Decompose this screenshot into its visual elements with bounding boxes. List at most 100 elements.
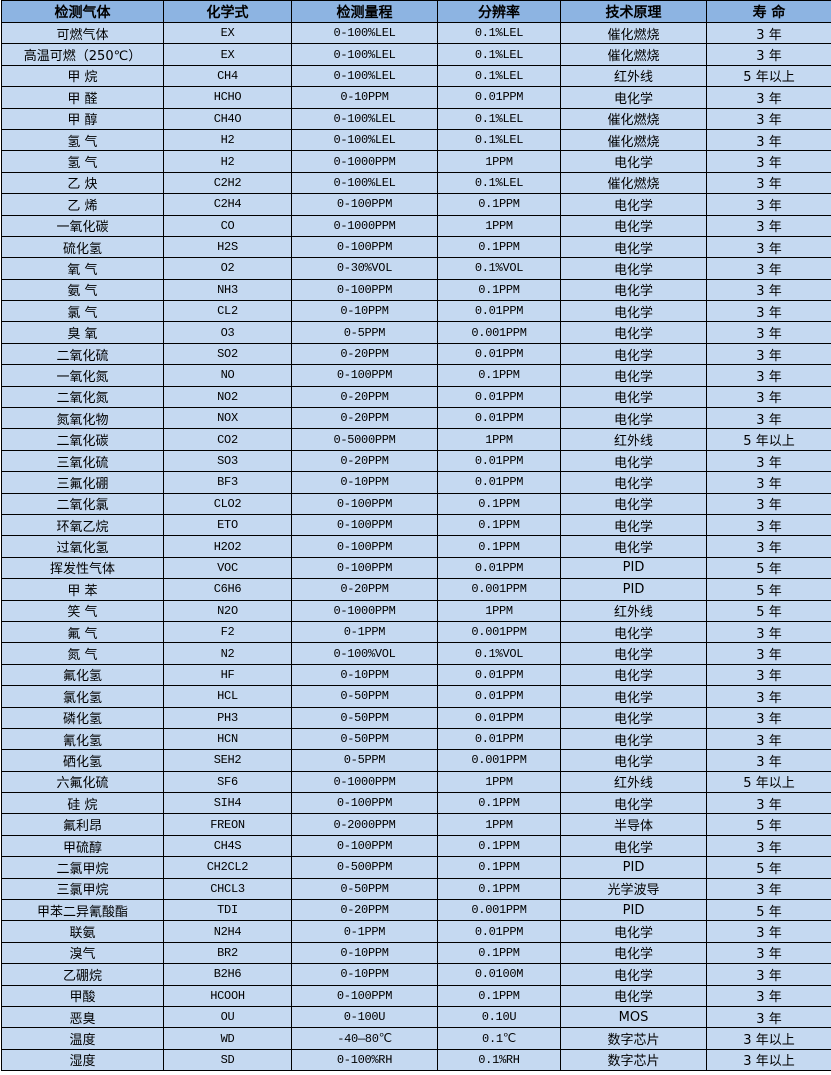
table-row: 臭 氧 O3 0-5PPM 0.001PPM 电化学 3 年 [1,321,831,344]
principle-cell: 催化燃烧 [560,128,707,152]
gas-name-cell: 氢 气 [1,128,164,152]
range-cell: 0-5PPM [291,749,438,772]
table-row: 湿度 SD 0-100%RH 0.1%RH 数字芯片 3 年以上 [1,1048,831,1072]
principle-cell: 数字芯片 [560,1027,707,1050]
resolution-cell: 0.01PPM [437,407,561,430]
principle-cell: PID [560,899,707,922]
resolution-cell: 0.1PPM [437,792,561,815]
formula-cell: H2O2 [163,535,292,558]
lifespan-cell: 3 年 [706,214,831,237]
principle-cell: 电化学 [560,706,707,729]
lifespan-cell: 5 年 [706,813,831,836]
range-cell: 0-100%LEL [291,64,438,88]
range-cell: 0-30%VOL [291,257,438,280]
lifespan-cell: 3 年 [706,513,831,537]
resolution-cell: 1PPM [437,599,561,622]
formula-cell: HCOOH [163,984,292,1007]
gas-name-cell: 一氧化氮 [1,364,164,387]
resolution-cell: 0.001PPM [437,899,561,922]
formula-cell: N2 [163,642,292,665]
lifespan-cell: 5 年 [706,899,831,922]
principle-cell: 半导体 [560,813,707,836]
formula-cell: SIH4 [163,792,292,815]
resolution-cell: 0.1%LEL [437,171,561,195]
table-row: 二氧化碳 CO2 0-5000PPM 1PPM 红外线 5 年以上 [1,428,831,451]
principle-cell: 电化学 [560,642,707,665]
resolution-cell: 0.1%LEL [437,64,561,88]
formula-cell: SD [163,1048,292,1072]
resolution-cell: 0.1PPM [437,941,561,965]
range-cell: 0-100%LEL [291,21,438,45]
gas-name-cell: 氯 气 [1,300,164,323]
range-cell: 0-100PPM [291,834,438,858]
resolution-cell: 0.1%LEL [437,43,561,66]
table-row: 三氧化硫 SO3 0-20PPM 0.01PPM 电化学 3 年 [1,449,831,473]
lifespan-cell: 3 年 [706,663,831,687]
range-cell: 0-100PPM [291,513,438,537]
gas-name-cell: 可燃气体 [1,21,164,45]
header-lifespan: 寿 命 [706,0,831,23]
principle-cell: 光学波导 [560,877,707,901]
table-row: 二氧化氮 NO2 0-20PPM 0.01PPM 电化学 3 年 [1,385,831,409]
table-row: 恶臭 OU 0-100U 0.10U MOS 3 年 [1,1005,831,1029]
principle-cell: 电化学 [560,150,707,173]
principle-cell: 电化学 [560,663,707,687]
gas-name-cell: 温度 [1,1027,164,1050]
table-row: 甲 醇 CH4O 0-100%LEL 0.1%LEL 催化燃烧 3 年 [1,107,831,130]
gas-name-cell: 乙硼烷 [1,963,164,986]
principle-cell: 电化学 [560,300,707,323]
principle-cell: 催化燃烧 [560,43,707,66]
lifespan-cell: 3 年 [706,1005,831,1029]
principle-cell: 电化学 [560,449,707,473]
lifespan-cell: 3 年 [706,792,831,815]
range-cell: 0-5000PPM [291,428,438,451]
resolution-cell: 0.1%LEL [437,128,561,152]
formula-cell: CH4S [163,834,292,858]
range-cell: 0-100PPM [291,535,438,558]
lifespan-cell: 5 年 [706,556,831,580]
range-cell: 0-2000PPM [291,813,438,836]
gas-name-cell: 三氟化硼 [1,471,164,494]
table-row: 硅 烷 SIH4 0-100PPM 0.1PPM 电化学 3 年 [1,792,831,815]
range-cell: 0-10PPM [291,86,438,109]
principle-cell: 红外线 [560,64,707,88]
resolution-cell: 0.1PPM [437,877,561,901]
lifespan-cell: 3 年 [706,941,831,965]
gas-name-cell: 氟 气 [1,620,164,644]
formula-cell: HCHO [163,86,292,109]
principle-cell: 红外线 [560,770,707,794]
lifespan-cell: 5 年 [706,856,831,879]
range-cell: 0-1000PPM [291,214,438,237]
lifespan-cell: 3 年 [706,727,831,751]
table-row: 氧 气 O2 0-30%VOL 0.1%VOL 电化学 3 年 [1,257,831,280]
table-row: 甲 烷 CH4 0-100%LEL 0.1%LEL 红外线 5 年以上 [1,64,831,88]
gas-name-cell: 甲硫醇 [1,834,164,858]
formula-cell: CO [163,214,292,237]
gas-name-cell: 三氧化硫 [1,449,164,473]
lifespan-cell: 3 年 [706,920,831,943]
range-cell: 0-20PPM [291,899,438,922]
formula-cell: C2H4 [163,193,292,216]
resolution-cell: 0.1PPM [437,984,561,1007]
table-row: 硫化氢 H2S 0-100PPM 0.1PPM 电化学 3 年 [1,235,831,259]
gas-name-cell: 氰化氢 [1,727,164,751]
range-cell: 0-1000PPM [291,770,438,794]
table-row: 甲苯二异氰酸酯 TDI 0-20PPM 0.001PPM PID 5 年 [1,899,831,922]
lifespan-cell: 3 年 [706,235,831,259]
lifespan-cell: 3 年 [706,128,831,152]
gas-name-cell: 氮 气 [1,642,164,665]
formula-cell: PH3 [163,706,292,729]
formula-cell: SF6 [163,770,292,794]
lifespan-cell: 3 年 [706,620,831,644]
range-cell: 0-10PPM [291,663,438,687]
formula-cell: CLO2 [163,492,292,515]
gas-name-cell: 二氧化氯 [1,492,164,515]
range-cell: 0-20PPM [291,449,438,473]
resolution-cell: 1PPM [437,214,561,237]
table-row: 氮 气 N2 0-100%VOL 0.1%VOL 电化学 3 年 [1,642,831,665]
table-row: 氮氧化物 NOX 0-20PPM 0.01PPM 电化学 3 年 [1,407,831,430]
formula-cell: CH4O [163,107,292,130]
formula-cell: CL2 [163,300,292,323]
lifespan-cell: 3 年 [706,385,831,409]
formula-cell: N2H4 [163,920,292,943]
